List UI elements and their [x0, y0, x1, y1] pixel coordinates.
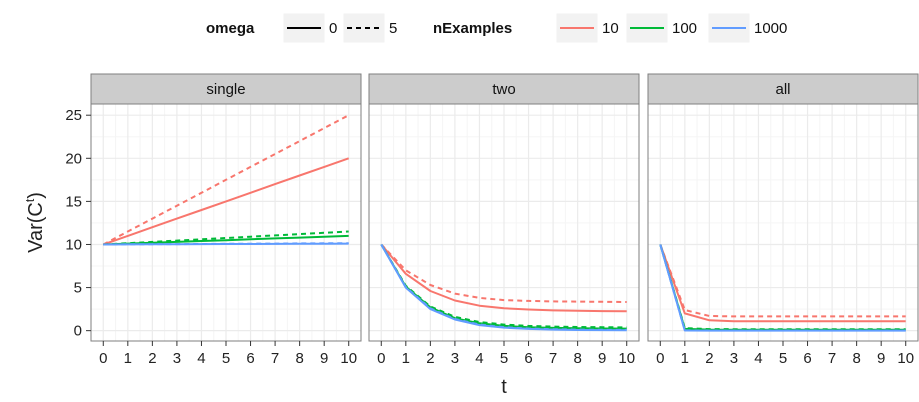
series-line-omega5-n1000 [103, 242, 349, 246]
strip-label-two: two [492, 81, 515, 98]
series-line-omega5-n100 [103, 230, 349, 246]
x-tick-label: 7 [271, 350, 279, 367]
series-line-omega0-n10 [380, 243, 627, 313]
x-tick-label: 8 [295, 350, 303, 367]
x-tick-label: 1 [681, 350, 689, 367]
x-tick-label: 2 [148, 350, 156, 367]
x-tick-label: 4 [754, 350, 762, 367]
x-tick-label: 10 [618, 350, 635, 367]
series-line-omega0-n1000 [380, 244, 627, 332]
legend-label-omega-5: 5 [389, 20, 397, 37]
series-line-omega5-n10 [380, 243, 627, 303]
y-tick-label: 20 [65, 150, 82, 167]
x-tick-label: 7 [549, 350, 557, 367]
strip-label-single: single [206, 81, 245, 98]
y-axis: 0 5 10 15 20 25 [65, 107, 91, 340]
y-axis-title-close: ) [25, 192, 47, 199]
legend-label-omega-0: 0 [329, 20, 337, 37]
x-tick-label: 0 [377, 350, 385, 367]
series-line-omega0-n100 [380, 243, 627, 330]
y-axis-title: Var(Ct) [23, 192, 47, 253]
legend-label-n-100: 100 [672, 20, 697, 37]
series-line-omega0-n1000 [659, 244, 906, 332]
y-tick-label: 0 [74, 323, 82, 340]
series-lines [659, 244, 906, 332]
x-tick-label: 0 [656, 350, 664, 367]
panel-single: single 0 1 2 3 4 5 6 7 8 9 10 [90, 73, 362, 367]
x-tick-label: 2 [705, 350, 713, 367]
x-axis-single: 0 1 2 3 4 5 6 7 8 9 10 [99, 341, 357, 367]
y-axis-title-superscript: t [23, 198, 37, 202]
series-line-omega0-n10 [659, 244, 906, 323]
x-tick-label: 9 [598, 350, 606, 367]
x-tick-label: 6 [246, 350, 254, 367]
series-line-omega5-n10 [102, 114, 350, 246]
series-line-omega5-n100 [659, 244, 906, 331]
x-tick-label: 3 [451, 350, 459, 367]
gridlines [648, 104, 918, 341]
x-tick-label: 1 [124, 350, 132, 367]
y-tick-label: 15 [65, 193, 82, 210]
y-tick-label: 10 [65, 236, 82, 253]
x-tick-label: 6 [524, 350, 532, 367]
y-tick-label: 25 [65, 107, 82, 124]
series-lines [102, 114, 350, 246]
legend-title-omega: omega [206, 20, 255, 37]
y-tick-label: 5 [74, 280, 82, 297]
panel-all: all 0 1 2 3 4 5 6 7 8 9 10 [647, 73, 919, 367]
x-tick-label: 2 [426, 350, 434, 367]
legend-label-n-10: 10 [602, 20, 619, 37]
x-tick-label: 1 [402, 350, 410, 367]
x-tick-label: 10 [897, 350, 914, 367]
x-tick-label: 5 [500, 350, 508, 367]
strip-two [368, 73, 640, 105]
x-tick-label: 10 [340, 350, 357, 367]
x-tick-label: 8 [573, 350, 581, 367]
x-axis-title: t [501, 376, 507, 398]
x-tick-label: 5 [779, 350, 787, 367]
series-line-omega5-n100 [380, 243, 627, 329]
series-lines [380, 243, 627, 332]
x-axis-two: 0 1 2 3 4 5 6 7 8 9 10 [377, 341, 635, 367]
legend: omega 0 5 nExamples 10 100 1000 [206, 12, 787, 44]
panel-two: two 0 1 2 3 4 5 6 7 8 9 10 [368, 73, 640, 367]
series-line-omega0-n10 [102, 157, 350, 246]
legend-title-nexamples: nExamples [433, 20, 512, 37]
legend-label-n-1000: 1000 [754, 20, 787, 37]
x-tick-label: 6 [803, 350, 811, 367]
x-tick-label: 9 [877, 350, 885, 367]
x-tick-label: 4 [197, 350, 205, 367]
x-axis-all: 0 1 2 3 4 5 6 7 8 9 10 [656, 341, 914, 367]
y-axis-title-main: Var(C [25, 202, 47, 253]
x-tick-label: 3 [173, 350, 181, 367]
strip-label-all: all [775, 81, 790, 98]
x-tick-label: 7 [828, 350, 836, 367]
x-tick-label: 8 [852, 350, 860, 367]
x-tick-label: 3 [730, 350, 738, 367]
x-tick-label: 9 [320, 350, 328, 367]
x-tick-label: 5 [222, 350, 230, 367]
x-tick-label: 4 [475, 350, 483, 367]
x-tick-label: 0 [99, 350, 107, 367]
